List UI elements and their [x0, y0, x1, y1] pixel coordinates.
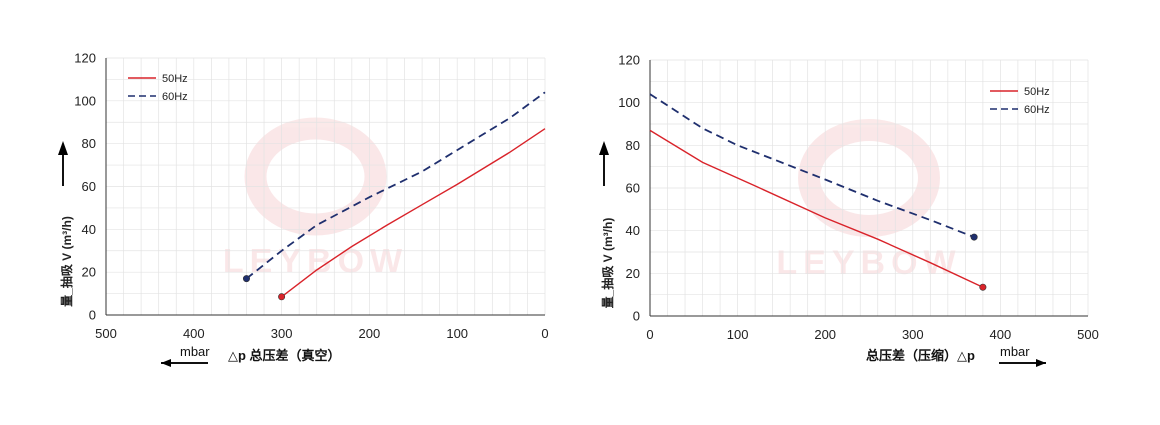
series-end-marker-50hz — [278, 293, 286, 301]
y-tick-label: 100 — [74, 93, 96, 108]
x-axis-arrow-icon — [161, 359, 171, 367]
x-tick-label: 300 — [271, 326, 293, 341]
legend: 50Hz 60Hz — [128, 73, 188, 103]
x-tick-label: 500 — [1077, 327, 1099, 342]
y-tick-label: 120 — [74, 51, 96, 66]
y-tick-label: 0 — [633, 309, 640, 324]
y-axis-title: 量_抽吸 V (m³/h) — [600, 218, 615, 309]
x-tick-label: 400 — [183, 326, 205, 341]
x-tick-label: 0 — [541, 326, 548, 341]
y-tick-label: 60 — [82, 179, 96, 194]
x-axis-arrow-icon — [1036, 359, 1046, 367]
series-end-marker-60hz — [970, 233, 978, 241]
x-tick-label: 500 — [95, 326, 117, 341]
watermark-ring-icon — [244, 117, 387, 236]
legend-label: 60Hz — [162, 91, 188, 103]
watermark-ring-icon — [798, 119, 940, 237]
y-tick-label: 40 — [82, 222, 96, 237]
series-line-60hz — [649, 93, 975, 238]
y-tick-label: 80 — [82, 136, 96, 151]
legend-label: 50Hz — [1024, 86, 1050, 98]
y-tick-label: 20 — [82, 265, 96, 280]
chart-vacuum: LEYBOW 0 20 40 60 80 100 120 500 400 300 200 100 0 量_抽… — [58, 51, 549, 367]
y-tick-label: 0 — [89, 308, 96, 323]
legend-label: 50Hz — [162, 73, 188, 85]
x-tick-label: 400 — [990, 327, 1012, 342]
watermark-text: LEYBOW — [776, 244, 961, 282]
chart-compression: LEYBOW 0 20 40 60 80 100 120 0 100 200 300 400 500 量_抽… — [599, 53, 1099, 367]
y-tick-label: 20 — [626, 266, 640, 281]
y-axis-arrow-icon — [599, 141, 609, 155]
legend: 50Hz 60Hz — [990, 86, 1050, 116]
x-tick-label: 100 — [446, 326, 468, 341]
y-tick-label: 100 — [618, 95, 640, 110]
y-axis-title: 量_抽吸 V (m³/h) — [59, 216, 74, 307]
x-tick-label: 200 — [359, 326, 381, 341]
x-axis-unit: mbar — [1000, 344, 1030, 359]
series-line-60hz — [245, 91, 546, 280]
series-end-marker-60hz — [242, 275, 250, 283]
x-tick-label: 100 — [727, 327, 749, 342]
legend-label: 60Hz — [1024, 104, 1050, 116]
series-line-50hz — [649, 129, 984, 288]
x-tick-label: 200 — [814, 327, 836, 342]
grid — [105, 57, 546, 316]
y-tick-label: 120 — [618, 53, 640, 68]
y-tick-label: 80 — [626, 138, 640, 153]
y-axis-arrow-icon — [58, 141, 68, 155]
y-tick-label: 60 — [626, 181, 640, 196]
x-axis-title: △p 总压差（真空） — [228, 348, 341, 363]
x-axis-title: 总压差（压缩）△p — [866, 348, 975, 363]
series-line-50hz — [281, 128, 546, 298]
watermark-logo: LEYBOW — [223, 117, 402, 281]
watermark-logo: LEYBOW — [776, 119, 961, 282]
x-axis-unit: mbar — [180, 344, 210, 359]
series-end-marker-50hz — [979, 283, 987, 291]
x-tick-label: 0 — [646, 327, 653, 342]
x-tick-label: 300 — [902, 327, 924, 342]
y-tick-label: 40 — [626, 223, 640, 238]
